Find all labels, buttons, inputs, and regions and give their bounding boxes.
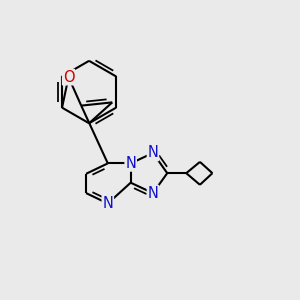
- Text: N: N: [125, 156, 136, 171]
- Text: N: N: [102, 196, 113, 211]
- Text: O: O: [63, 70, 74, 85]
- Text: N: N: [148, 186, 158, 201]
- Text: N: N: [148, 146, 158, 160]
